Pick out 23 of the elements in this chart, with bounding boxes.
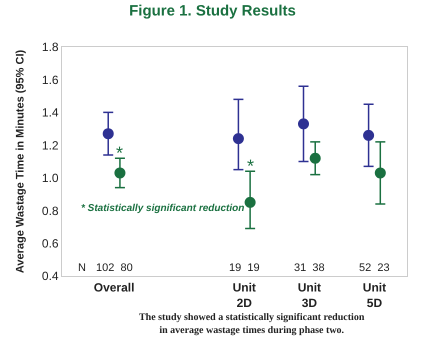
- y-tick-label: 0.4: [42, 269, 59, 284]
- x-tick-label: Unit 5D: [362, 280, 386, 310]
- annotation: 19 19: [229, 262, 260, 274]
- annotation: * Statistically significant reduction: [81, 203, 244, 214]
- y-tick-label: 1.8: [42, 40, 59, 54]
- text: The study showed a statistically significant reduction in average wastage times during phase two.: [139, 312, 365, 336]
- chart-title: Figure 1. Study Results: [129, 2, 296, 20]
- y-tick-label: 0.8: [42, 204, 59, 218]
- annotation: *: [116, 143, 124, 163]
- annotation: *: [247, 156, 254, 176]
- x-tick-label: Unit 2D: [232, 280, 256, 310]
- y-tick-label: 1.6: [42, 72, 59, 87]
- x-tick-label: Overall: [94, 280, 134, 294]
- y-tick-label: 1.2: [42, 138, 59, 152]
- x-tick-label: Unit 3D: [298, 280, 322, 310]
- annotation: N: [78, 262, 86, 274]
- y-tick-label: 1.4: [42, 106, 59, 120]
- y-axis-title: Average Wastage Time in Minutes (95% CI): [14, 50, 27, 274]
- annotation: 31 38: [294, 262, 325, 274]
- annotation: 102 80: [96, 262, 133, 274]
- y-tick-label: 1.0: [42, 171, 59, 186]
- annotation: 52 23: [359, 262, 390, 274]
- y-tick-label: 0.6: [42, 236, 59, 250]
